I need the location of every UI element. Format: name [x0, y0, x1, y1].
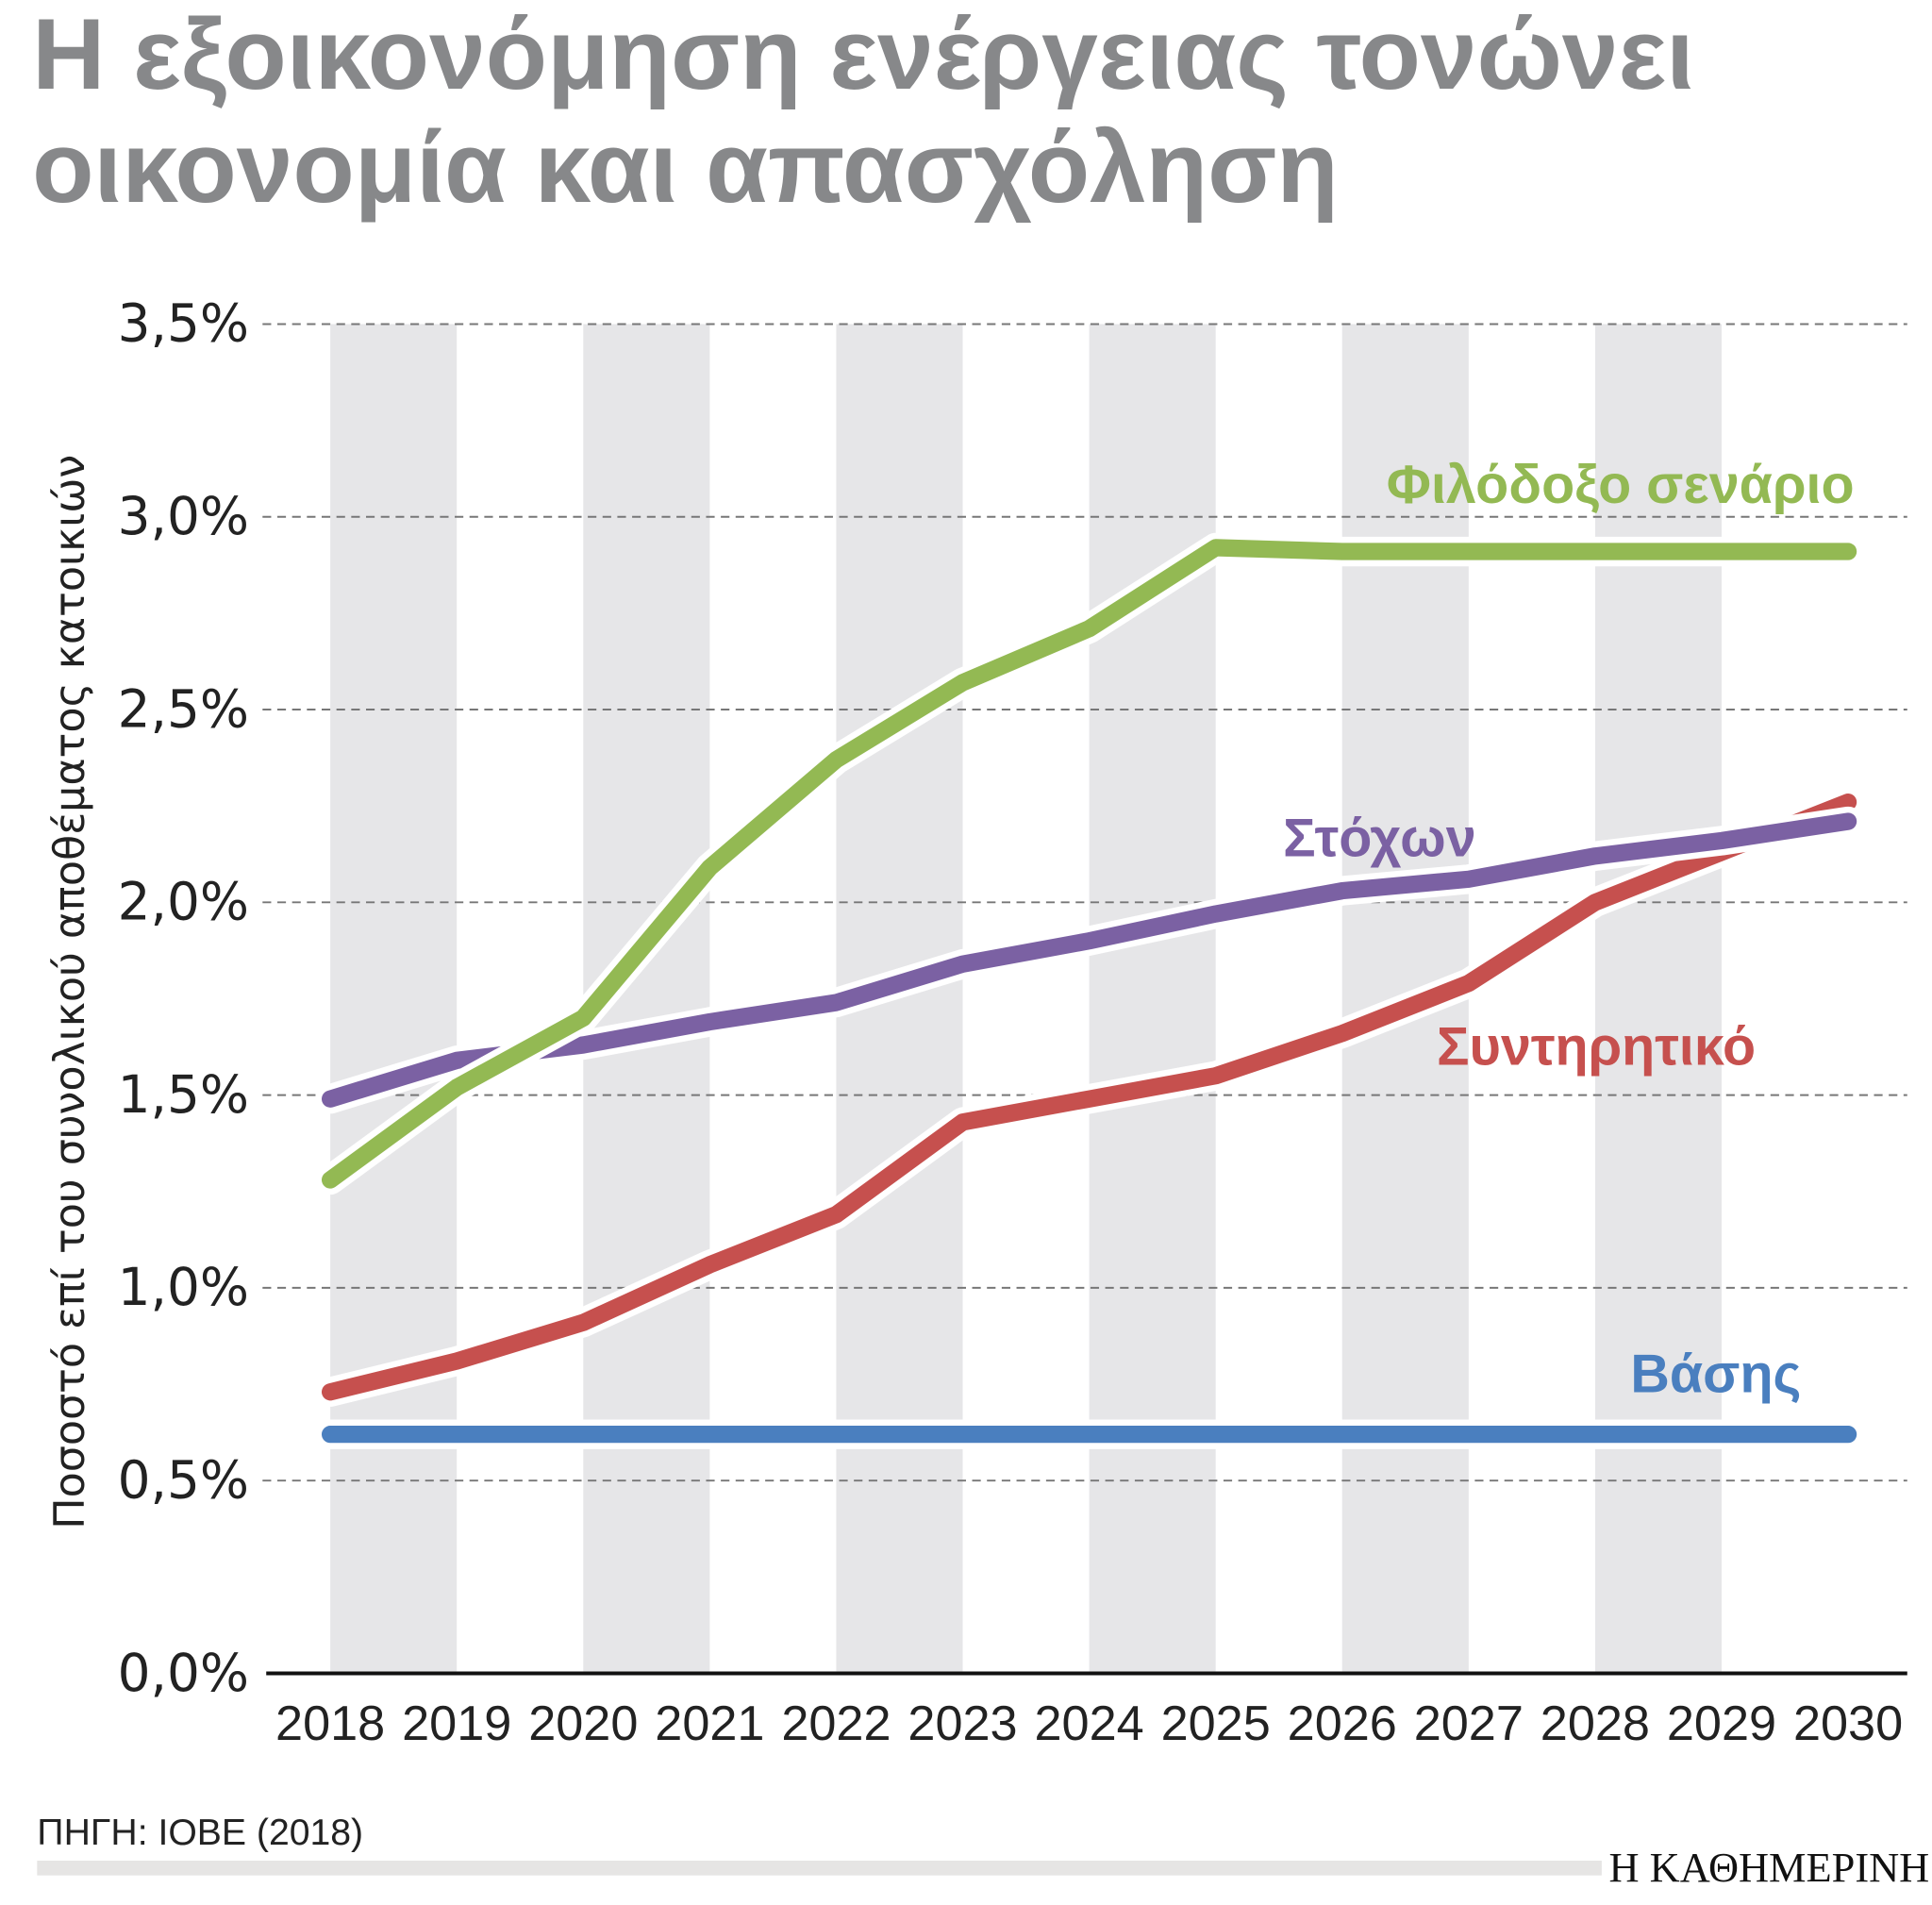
x-tick-label: 2019	[402, 1696, 511, 1751]
x-tick-label: 2022	[781, 1696, 891, 1751]
y-tick-label: 1,0%	[118, 1257, 249, 1317]
x-tick-label: 2028	[1541, 1696, 1650, 1751]
x-tick-label: 2020	[528, 1696, 638, 1751]
band	[330, 324, 458, 1674]
series-line-1	[321, 812, 1857, 1108]
title-line-2: οικονομία και απασχόληση	[32, 110, 1339, 224]
series-label-baseline: Βάσης	[1630, 1345, 1801, 1405]
x-tick-label: 2018	[275, 1696, 385, 1751]
band	[1089, 324, 1216, 1674]
x-tick-label: 2021	[655, 1696, 764, 1751]
y-tick-label: 0,0%	[118, 1643, 249, 1703]
y-axis-label: Ποσοστό επί του συνολικού αποθέματος κατ…	[46, 455, 94, 1529]
x-tick-labels: 2018 2019 2020 2021 2022 2023 2024 2025 2026 2027…	[275, 1696, 1903, 1751]
series-label-conservative: Συντηρητικό	[1437, 1016, 1756, 1077]
band	[1594, 324, 1722, 1674]
x-tick-label: 2023	[908, 1696, 1017, 1751]
series-line-0	[321, 539, 1857, 1189]
gridlines	[262, 323, 1907, 1482]
y-tick-label: 3,0%	[118, 486, 249, 546]
series-line-2	[321, 793, 1857, 1401]
y-tick-label: 1,5%	[118, 1064, 249, 1125]
y-tick-label: 2,5%	[118, 678, 249, 739]
y-tick-labels: 0,0% 0,5% 1,0% 1,5% 2,0% 2,5% 3,0% 3,5%	[118, 293, 249, 1703]
series-label-ambitious: Φιλόδοξο σενάριο	[1387, 455, 1855, 515]
series-lines	[315, 532, 1863, 1449]
publisher-logo: Η ΚΑΘΗΜΕΡΙΝΗ	[1609, 1844, 1930, 1891]
series-label-targets: Στόχων	[1283, 809, 1476, 869]
x-tick-label: 2027	[1414, 1696, 1524, 1751]
source-note: ΠΗΓΗ: ΙΟΒΕ (2018)	[37, 1813, 363, 1853]
y-tick-label: 0,5%	[118, 1449, 249, 1510]
x-tick-label: 2025	[1161, 1696, 1271, 1751]
y-tick-label: 3,5%	[118, 293, 249, 354]
x-tick-label: 2024	[1035, 1696, 1144, 1751]
x-tick-label: 2029	[1667, 1696, 1776, 1751]
x-tick-label: 2026	[1288, 1696, 1397, 1751]
y-tick-label: 2,0%	[118, 872, 249, 932]
x-tick-label: 2030	[1793, 1696, 1903, 1751]
footer-bar	[37, 1860, 1602, 1876]
title-line-1: Η εξοικονόμηση ενέργειας τονώνει	[32, 0, 1694, 110]
background-bands	[330, 324, 1722, 1674]
